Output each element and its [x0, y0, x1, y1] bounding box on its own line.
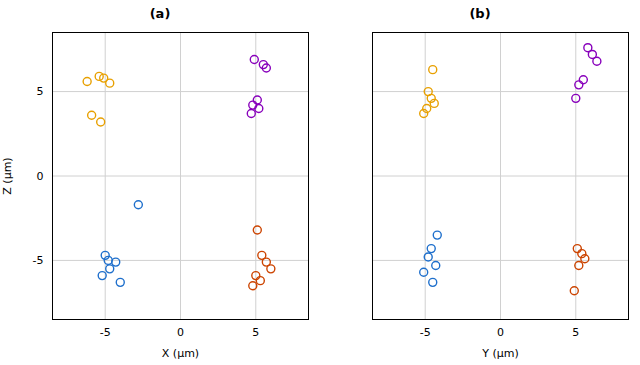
svg-text:Y (μm): Y (μm) — [481, 347, 519, 360]
html-text:(a): (a) — [149, 6, 171, 21]
svg-text:-5: -5 — [420, 326, 431, 339]
svg-text:X (μm): X (μm) — [162, 347, 199, 360]
html-text:(b): (b) — [469, 6, 491, 21]
svg-text:0: 0 — [497, 326, 504, 339]
svg-text:Z (μm): Z (μm) — [1, 157, 14, 194]
svg-text:-5: -5 — [100, 326, 111, 339]
svg-text:5: 5 — [572, 326, 579, 339]
svg-text:-5: -5 — [33, 254, 44, 267]
svg-text:5: 5 — [37, 85, 44, 98]
svg-text:5: 5 — [252, 326, 259, 339]
svg-text:0: 0 — [177, 326, 184, 339]
svg-text:0: 0 — [37, 170, 44, 183]
